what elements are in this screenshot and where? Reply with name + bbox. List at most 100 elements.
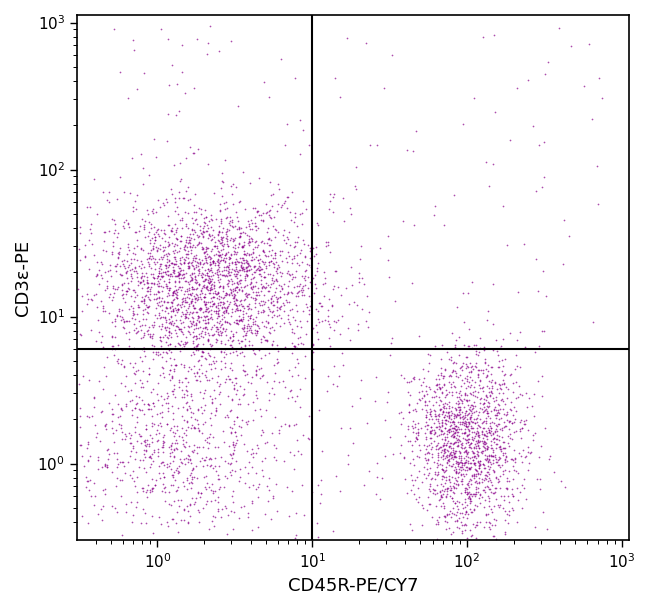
Point [173, 482, 183, 492]
Point [85, 219, 96, 229]
Point [158, 368, 168, 378]
Point [186, 458, 196, 468]
Point [177, 273, 188, 283]
Point [287, 486, 297, 496]
Point [173, 304, 183, 314]
Point [122, 316, 133, 325]
Point [183, 328, 194, 337]
Point [196, 243, 207, 252]
Point [257, 209, 268, 218]
Point [180, 442, 190, 452]
Point [213, 506, 223, 516]
Point [192, 472, 202, 482]
Point [163, 443, 174, 452]
Point [510, 457, 520, 466]
Point [188, 348, 199, 358]
Point [213, 260, 223, 269]
Point [205, 232, 215, 241]
Point [174, 315, 185, 325]
Point [92, 302, 102, 311]
Point [466, 438, 476, 448]
Point [200, 206, 210, 215]
Point [244, 237, 255, 246]
Point [284, 511, 294, 521]
Point [471, 414, 481, 424]
Point [107, 295, 117, 305]
Point [215, 316, 226, 326]
Point [438, 381, 448, 390]
Point [467, 344, 477, 353]
Point [90, 289, 101, 299]
Point [481, 517, 491, 527]
Point [184, 235, 194, 245]
Point [467, 452, 477, 461]
Point [204, 230, 214, 240]
Point [490, 377, 501, 387]
Point [436, 447, 447, 457]
Point [508, 410, 518, 420]
Point [467, 417, 478, 427]
Point [450, 382, 461, 392]
Point [129, 295, 139, 305]
Point [135, 406, 146, 415]
Point [436, 491, 446, 501]
Point [144, 251, 155, 261]
Point [157, 246, 168, 255]
Point [411, 435, 422, 444]
Point [170, 325, 180, 334]
Point [185, 229, 195, 238]
Point [205, 453, 215, 463]
Point [463, 367, 474, 377]
Point [438, 440, 448, 450]
Point [218, 262, 229, 272]
Point [500, 421, 510, 430]
Point [181, 390, 192, 399]
Point [196, 272, 207, 282]
Point [181, 221, 192, 230]
Point [475, 398, 486, 408]
Point [138, 294, 149, 303]
Point [152, 258, 162, 268]
Point [222, 212, 233, 222]
Point [160, 322, 170, 332]
Point [131, 328, 142, 338]
Point [143, 282, 153, 292]
Point [437, 434, 447, 444]
Point [240, 273, 250, 283]
Point [467, 427, 477, 437]
Point [153, 271, 164, 280]
Point [259, 257, 270, 267]
Point [166, 372, 177, 382]
Point [124, 303, 134, 313]
Point [404, 407, 415, 417]
Point [421, 432, 431, 442]
Point [148, 244, 159, 254]
Point [179, 322, 189, 332]
Point [205, 263, 216, 273]
Point [220, 250, 230, 260]
Point [254, 250, 264, 260]
Point [269, 310, 280, 320]
Point [456, 469, 467, 478]
Point [150, 232, 161, 241]
Point [229, 258, 240, 268]
Point [324, 322, 335, 331]
Point [185, 307, 196, 317]
Point [148, 354, 158, 364]
Point [451, 421, 462, 431]
Point [240, 271, 250, 281]
Point [114, 243, 125, 252]
Point [224, 261, 234, 271]
Point [242, 256, 252, 266]
Point [249, 272, 259, 282]
Point [222, 226, 232, 236]
Point [242, 468, 253, 478]
Point [173, 267, 183, 277]
Point [212, 264, 222, 274]
Point [231, 207, 241, 217]
Point [471, 466, 481, 475]
Point [493, 455, 504, 465]
Point [448, 423, 459, 432]
Point [194, 426, 204, 435]
Point [501, 410, 512, 420]
